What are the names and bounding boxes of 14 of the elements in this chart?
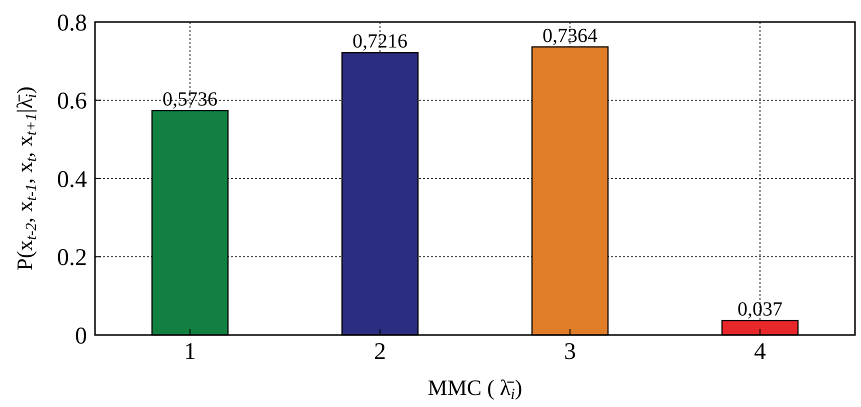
data-label: 0,7364 [542,24,598,47]
x-tick-label: 4 [754,339,766,365]
y-tick-label: 0.6 [57,88,87,115]
x-tick-label: 2 [374,339,386,365]
y-tick-label: 0.8 [57,10,87,36]
x-tick-label: 3 [564,339,576,365]
y-tick-label: 0.4 [57,166,87,193]
y-tick-label: 0.2 [57,245,87,272]
x-axis-title: MMC ( λ̄$_{i}$) [428,375,522,403]
x-tick-label: 1 [184,339,196,365]
data-label: 0,037 [738,298,782,321]
y-tick-label: 0 [75,323,87,350]
data-label: 0,5736 [162,88,218,111]
data-label: 0,7216 [352,30,408,53]
